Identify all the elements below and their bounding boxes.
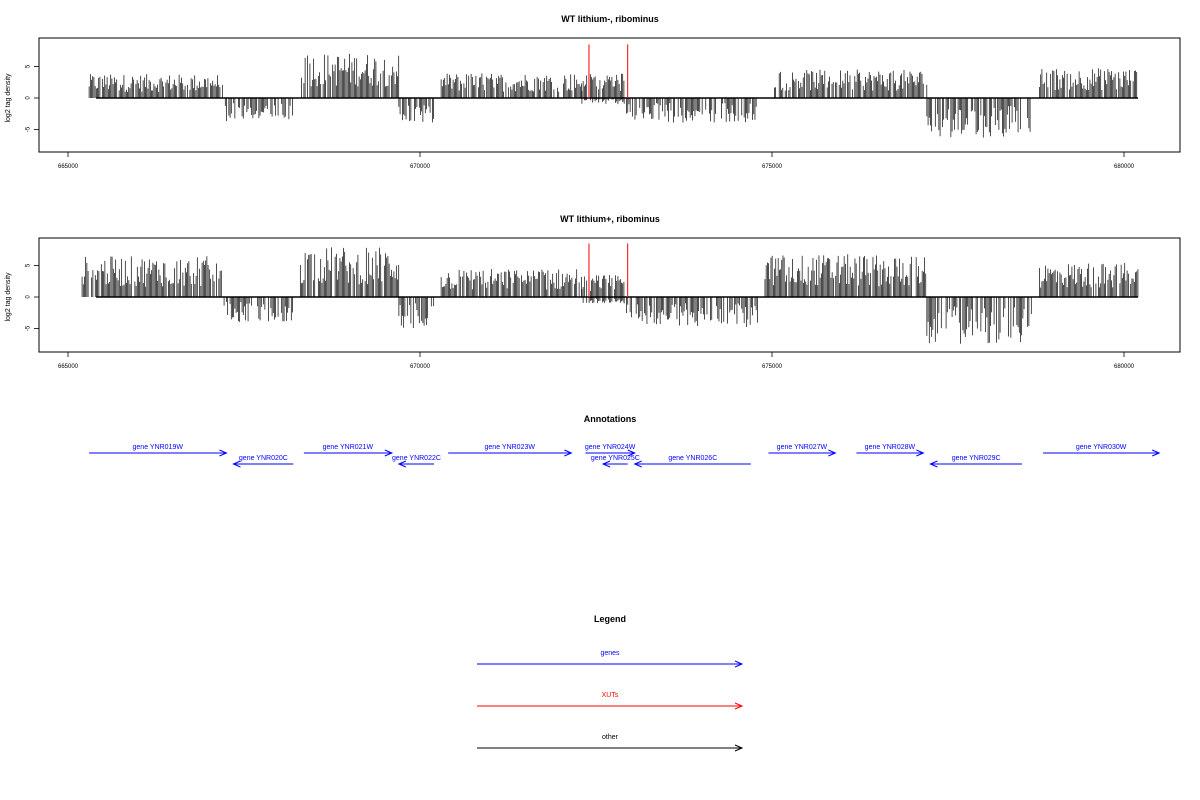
x-tick-label: 680000 <box>1114 164 1135 170</box>
gene-label: gene YNR027W <box>777 444 828 451</box>
plot-frame <box>38 37 1181 153</box>
gene-label: gene YNR022C <box>392 455 441 462</box>
y-axis-label: log2 tag density <box>5 272 12 322</box>
y-tick-label: -5 <box>26 126 32 132</box>
legend-label: genes <box>600 650 620 657</box>
gene-arrow-head <box>1152 449 1161 457</box>
gene-arrow-head <box>627 449 636 457</box>
plot-frame <box>38 237 1181 353</box>
gene-label: gene YNR021W <box>323 444 374 451</box>
gene-arrow-head <box>232 460 241 468</box>
y-tick-label: 0 <box>26 96 32 100</box>
gene-label: gene YNR029C <box>952 455 1001 462</box>
legend-title: Legend <box>594 614 626 624</box>
gene-arrow-head <box>219 449 228 457</box>
gene-arrow-head <box>633 460 642 468</box>
legend-label: other <box>602 734 619 741</box>
y-tick-label: 0 <box>26 295 32 299</box>
gene-arrow-head <box>384 449 394 457</box>
y-axis-label: log2 tag density <box>5 73 12 123</box>
panel-title: WT lithium-, ribominus <box>561 14 659 24</box>
gene-arrow-head <box>564 449 573 457</box>
gene-arrow-head <box>929 460 938 468</box>
x-tick-label: 675000 <box>762 164 783 170</box>
gene-label: gene YNR028W <box>865 444 916 451</box>
gene-arrow-head <box>397 460 407 468</box>
gene-label: gene YNR026C <box>668 455 717 462</box>
legend-label: XUTs <box>602 692 619 699</box>
x-tick-label: 670000 <box>410 364 431 370</box>
y-tick-label: 5 <box>26 263 32 267</box>
gene-label: gene YNR020C <box>239 455 288 462</box>
x-tick-label: 665000 <box>58 164 79 170</box>
legend-arrow-head <box>734 660 744 668</box>
x-tick-label: 670000 <box>410 164 431 170</box>
gene-arrow-head <box>828 449 837 457</box>
x-tick-label: 680000 <box>1114 364 1135 370</box>
legend-arrow-head <box>734 702 744 710</box>
panel-title: WT lithium+, ribominus <box>560 214 660 224</box>
gene-label: gene YNR025C <box>591 455 640 462</box>
gene-label: gene YNR019W <box>133 444 184 451</box>
gene-label: gene YNR030W <box>1076 444 1127 451</box>
gene-label: gene YNR023W <box>485 444 536 451</box>
gene-label: gene YNR024W <box>585 444 636 451</box>
y-tick-label: 5 <box>26 64 32 68</box>
y-tick-label: -5 <box>26 325 32 331</box>
gene-arrow-head <box>601 460 611 468</box>
x-tick-label: 675000 <box>762 364 783 370</box>
annotations-title: Annotations <box>584 414 637 424</box>
x-tick-label: 665000 <box>58 364 79 370</box>
gene-arrow-head <box>916 449 925 457</box>
legend-arrow-head <box>734 744 744 752</box>
